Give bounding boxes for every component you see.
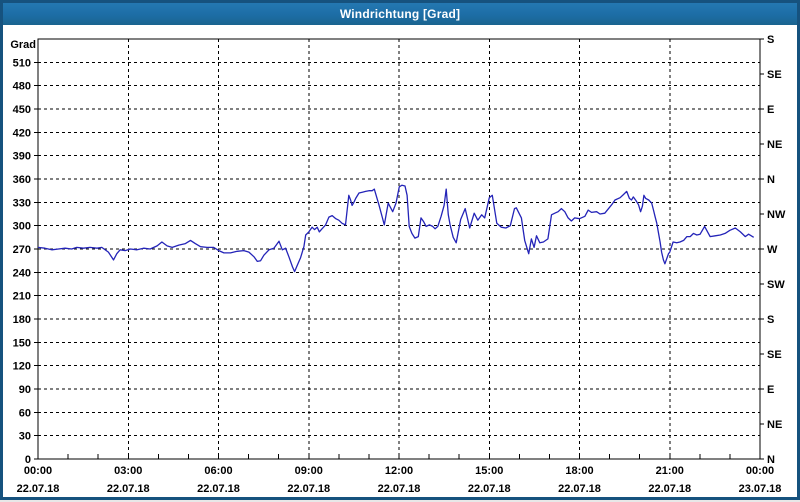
compass-label: NE [767,419,782,431]
x-axis-date-label: 22.07.18 [287,483,330,495]
chart-area: 0 30 60 90 120 150 180 210 240 270 300 330 360 390 420… [3,25,797,497]
compass-label: NW [767,209,786,221]
y-axis-left-label: 300 [13,221,31,233]
x-axis-date-label: 22.07.18 [648,483,691,495]
x-axis-date-label: 22.07.18 [197,483,240,495]
x-axis-time-label: 12:00 [385,465,413,477]
compass-label: E [767,104,774,116]
y-axis-left-label: 390 [13,151,31,163]
x-axis-date-label: 22.07.18 [378,483,421,495]
wind-direction-chart: 0 30 60 90 120 150 180 210 240 270 300 330 360 390 420… [10,34,786,495]
y-axis-left-label: 360 [13,174,31,186]
compass-label: N [767,174,775,186]
x-axis-time-label: 00:00 [24,465,52,477]
x-axis-time-label: 09:00 [295,465,323,477]
compass-label: W [767,244,778,256]
y-axis-left-label: 150 [13,337,31,349]
y-axis-left-label: 60 [19,407,31,419]
y-axis-left-label: 180 [13,314,31,326]
compass-label: S [767,34,774,46]
x-axis-time-label: 03:00 [114,465,142,477]
plot-border [37,38,761,460]
x-axis-time-label: 06:00 [204,465,232,477]
y-axis-left-label: 0 [25,454,31,466]
y-axis-left-label: 90 [19,384,31,396]
x-axis-date-label: 22.07.18 [107,483,150,495]
y-axis-left-label: 420 [13,127,31,139]
title-bar: Windrichtung [Grad] [3,3,797,25]
y-axis-left-label: 210 [13,291,31,303]
y-axis-left-label: 270 [13,244,31,256]
compass-label: SW [767,279,785,291]
y-axis-left-label: 240 [13,267,31,279]
y-axis-left-label: 450 [13,104,31,116]
x-axis-date-label: 23.07.18 [739,483,782,495]
compass-label: S [767,314,774,326]
compass-label: SE [767,349,782,361]
x-axis-time-label: 21:00 [656,465,684,477]
x-axis-date-label: 22.07.18 [468,483,511,495]
compass-label: NE [767,139,782,151]
y-axis-left-label: 510 [13,57,31,69]
x-axis-time-label: 15:00 [475,465,503,477]
x-axis-time-label: 18:00 [565,465,593,477]
y-axis-left-label: 30 [19,431,31,443]
compass-label: E [767,384,774,396]
x-axis-time-label: 00:00 [746,465,774,477]
compass-label: SE [767,69,782,81]
y-axis-unit-label: Grad [10,39,36,51]
window-title: Windrichtung [Grad] [339,7,461,21]
y-axis-left-label: 120 [13,361,31,373]
data-series-line [37,184,755,273]
y-axis-left-label: 480 [13,81,31,93]
compass-label: N [767,454,775,466]
x-axis-date-label: 22.07.18 [558,483,601,495]
x-axis-date-label: 22.07.18 [17,483,60,495]
y-axis-left-label: 330 [13,197,31,209]
